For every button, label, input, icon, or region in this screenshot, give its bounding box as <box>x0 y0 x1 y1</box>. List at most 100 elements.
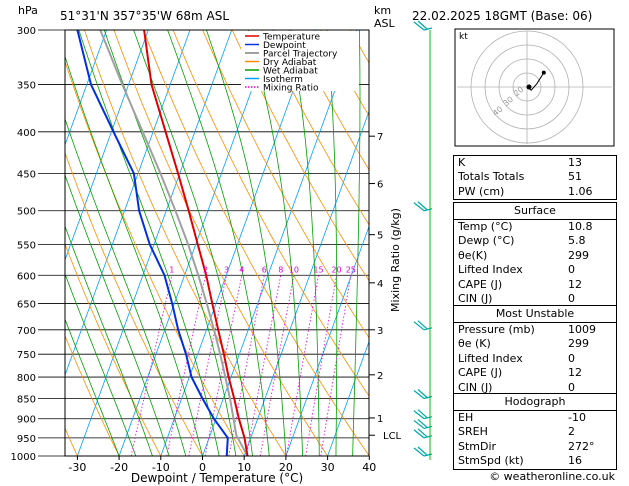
wind-barb-staff <box>423 425 433 429</box>
mixing-ratio-line <box>305 275 337 456</box>
surface-key: Lifted Index <box>458 263 523 277</box>
surface-title: Surface <box>454 203 616 220</box>
legend-label: Parcel Trajectory <box>263 50 338 60</box>
km-tick-label: 4 <box>377 279 383 290</box>
wet-adiabat-line <box>65 55 203 456</box>
most-unstable-value: 0 <box>568 351 575 365</box>
legend-label: Mixing Ratio <box>263 84 319 94</box>
legend-label: Wet Adiabat <box>263 67 318 77</box>
most-unstable-key: Pressure (mb) <box>458 323 535 336</box>
km-tick-label: 5 <box>377 231 383 242</box>
index-value: 51 <box>568 170 582 184</box>
wind-barb-feather <box>413 410 425 420</box>
hodograph-row: StmDir 272° <box>454 440 616 454</box>
dry-adiabat-line <box>172 30 369 397</box>
hodograph-row: StmSpd (kt) 16 <box>454 454 616 468</box>
mixing-ratio-line <box>130 275 173 456</box>
surface-row: CAPE (J) 12 <box>454 278 616 292</box>
wind-barb-feather <box>417 446 428 456</box>
surface-value: 0 <box>568 291 575 305</box>
km-tick-label: 2 <box>377 371 383 382</box>
isotherm-line <box>160 30 316 456</box>
most-unstable-row: Lifted Index 0 <box>454 352 616 366</box>
asl-unit: ASL <box>374 17 396 30</box>
hodograph-unit: kt <box>459 32 468 42</box>
plot-background-lines <box>65 30 369 456</box>
dry-adiabat-line <box>65 60 245 456</box>
mixing-ratio-line <box>259 275 295 456</box>
most-unstable-row: θe (K) 299 <box>454 337 616 351</box>
km-tick-label: 6 <box>377 180 383 191</box>
wet-adiabat-line <box>65 273 137 456</box>
datetime-label: 22.02.2025 18GMT (Base: 06) <box>412 9 592 23</box>
surface-row: θe(K) 299 <box>454 249 616 263</box>
pressure-tick-label: 300 <box>17 26 36 37</box>
dry-adiabat-line <box>202 30 369 339</box>
legend-label: Temperature <box>262 33 320 43</box>
wind-barb-feather <box>413 202 425 212</box>
wind-barb-feather <box>417 20 428 30</box>
mixing-ratio-label: 10 <box>289 265 299 274</box>
isotherm-line <box>65 30 191 377</box>
x-tick-label: 40 <box>362 461 376 474</box>
surface-table: Surface Temp (°C) 10.8 Dewp (°C) 5.8 θe(K) 29… <box>453 202 617 308</box>
most-unstable-value: 0 <box>568 380 575 394</box>
most-unstable-key: CAPE (J) <box>458 366 503 380</box>
wind-barb-staff <box>423 327 433 331</box>
hodograph-row: SREH 2 <box>454 425 616 439</box>
wind-barb <box>413 201 433 212</box>
wind-barb-feather <box>413 21 425 31</box>
mixing-ratio-label: 25 <box>346 265 356 274</box>
wet-adiabat-line <box>103 30 237 456</box>
hodograph-endpoint <box>541 70 546 75</box>
most-unstable-row: Pressure (mb) 1009 <box>454 323 616 337</box>
surface-row: Dewp (°C) 5.8 <box>454 234 616 248</box>
dry-adiabat-line <box>65 151 203 456</box>
mixing-ratio-line <box>166 275 206 456</box>
hpa-unit: hPa <box>18 4 38 17</box>
mixing-ratio-label: 6 <box>262 265 267 274</box>
hodograph-value: -10 <box>568 411 586 424</box>
x-tick-label: 20 <box>279 461 293 474</box>
pressure-tick-label: 950 <box>17 434 36 445</box>
pressure-tick-label: 1000 <box>11 452 36 463</box>
pressure-tick-label: 900 <box>17 415 36 426</box>
wind-barb <box>413 320 433 331</box>
wind-barb <box>413 418 433 429</box>
wet-adiabat-line <box>65 173 170 456</box>
wind-barb-staff <box>423 27 433 31</box>
index-value: 13 <box>568 156 582 169</box>
pressure-tick-label: 400 <box>17 128 36 139</box>
wind-barb-feather <box>413 390 425 399</box>
mixing-ratio-label: 2 <box>203 265 208 274</box>
dry-adiabat-line <box>113 30 328 456</box>
wind-barb <box>413 20 433 31</box>
index-row: PW (cm) 1.06 <box>454 185 616 199</box>
isotherm-line <box>327 340 369 456</box>
plot-frame <box>64 29 370 457</box>
pressure-tick-label: 450 <box>17 169 36 180</box>
location-label: 51°31'N 357°35'W 68m ASL <box>60 9 229 23</box>
legend-label: Isotherm <box>263 75 303 85</box>
wet-adiabat-line <box>65 117 187 456</box>
x-tick-label: 30 <box>321 461 335 474</box>
wet-adiabat-line <box>167 30 270 456</box>
x-tick-label: -30 <box>68 461 86 474</box>
wet-adiabat-line <box>65 225 153 456</box>
legend-label: Dewpoint <box>263 41 306 51</box>
index-row: K 13 <box>454 156 616 170</box>
wet-adiabat-line <box>247 30 303 456</box>
dry-adiabat-line <box>231 30 369 282</box>
most-unstable-value: 299 <box>568 337 589 351</box>
surface-value: 0 <box>568 263 575 277</box>
temperature-line <box>143 30 249 456</box>
surface-row: Temp (°C) 10.8 <box>454 220 616 234</box>
pressure-tick-label: 600 <box>17 271 36 282</box>
isotherm-line <box>243 110 369 456</box>
wind-barb-staff <box>423 208 433 212</box>
mixing-ratio-label: 15 <box>313 265 323 274</box>
km-tick-label: 1 <box>377 414 383 425</box>
mixing-ratio-line <box>228 275 265 456</box>
x-axis-label: Dewpoint / Temperature (°C) <box>131 471 303 485</box>
